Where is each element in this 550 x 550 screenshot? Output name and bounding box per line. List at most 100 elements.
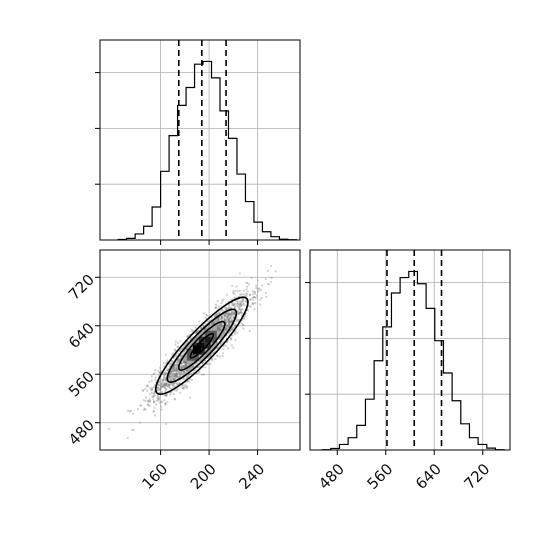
scatter-point <box>217 318 220 322</box>
scatter-point <box>171 366 175 370</box>
scatter-point <box>173 378 176 381</box>
scatter-point <box>216 312 219 315</box>
scatter-point <box>230 338 233 341</box>
scatter-point <box>221 299 224 302</box>
scatter-point <box>207 356 210 359</box>
scatter-point <box>172 382 175 385</box>
density-cell <box>186 342 193 349</box>
scatter-point <box>150 375 153 378</box>
scatter-point <box>163 383 166 386</box>
scatter-point <box>219 343 222 346</box>
scatter-point <box>167 385 170 388</box>
scatter-point <box>236 304 239 308</box>
scatter-point <box>180 366 184 369</box>
scatter-point <box>232 315 236 319</box>
scatter-point <box>198 370 201 373</box>
hist1-grid <box>310 250 510 450</box>
scatter-point <box>164 378 167 381</box>
scatter-point <box>220 317 223 320</box>
scatter-point <box>224 344 228 347</box>
scatter-point <box>148 404 151 407</box>
scatter-point <box>174 343 177 346</box>
scatter-point <box>252 302 255 305</box>
scatter-point <box>177 360 180 363</box>
hist0-frame <box>99 39 301 241</box>
scatter-point <box>240 304 243 307</box>
scatter-point <box>204 366 207 369</box>
scatter-point <box>204 328 207 331</box>
scatter-point <box>176 388 179 391</box>
scatter-point <box>179 339 182 343</box>
scatter-point <box>225 306 228 309</box>
scatter-point <box>186 370 189 373</box>
scatter-point <box>243 304 246 307</box>
scatter-point <box>227 323 231 326</box>
scatter-point <box>224 329 228 332</box>
scatter-point <box>174 364 177 367</box>
scatter-point <box>172 365 175 368</box>
scatter-point <box>223 318 226 322</box>
scatter-point <box>160 385 164 388</box>
scatter-point <box>172 378 175 381</box>
scatter-point <box>194 332 198 335</box>
scatter-point <box>241 308 244 311</box>
scatter-point <box>204 327 208 330</box>
scatter-point <box>239 311 242 314</box>
scatter-point <box>178 375 181 379</box>
scatter-point <box>220 328 223 331</box>
scatter-point <box>158 367 162 370</box>
scatter-point <box>152 395 155 398</box>
scatter-point <box>190 329 193 332</box>
scatter-point <box>165 422 168 425</box>
scatter-point <box>181 387 184 390</box>
scatter-point <box>216 328 219 331</box>
scatter-point <box>227 323 230 326</box>
scatter-point <box>245 288 248 291</box>
scatter-point <box>214 306 217 309</box>
density-cell <box>204 348 211 355</box>
scatter-point <box>164 383 167 386</box>
scatter-point <box>207 363 210 366</box>
scatter-point <box>146 403 150 406</box>
scatter-point <box>148 398 151 401</box>
scatter-point <box>220 315 223 318</box>
scatter-point <box>177 359 180 362</box>
scatter-point <box>161 382 164 386</box>
density-cell <box>210 342 217 349</box>
scatter-point <box>170 375 173 378</box>
scatter-point <box>220 322 223 325</box>
scatter-point <box>228 319 231 322</box>
scatter-point <box>168 386 171 389</box>
scatter-point <box>240 322 243 325</box>
scatter-point <box>229 320 232 323</box>
scatter-point <box>162 382 166 385</box>
scatter-point <box>264 277 267 281</box>
scatter-point <box>219 328 223 331</box>
scatter-point <box>231 284 234 288</box>
scatter-point <box>180 385 183 389</box>
scatter-point <box>173 373 176 376</box>
scatter-point <box>182 365 185 368</box>
scatter-point <box>165 382 168 385</box>
scatter-point <box>162 372 165 375</box>
scatter-point <box>217 328 220 332</box>
scatter-point <box>224 327 227 330</box>
scatter-point <box>146 384 149 387</box>
scatter-point <box>238 311 241 315</box>
scatter-point <box>183 360 187 363</box>
scatter-point <box>227 313 230 317</box>
scatter-point <box>170 391 173 394</box>
scatter-point <box>176 370 179 373</box>
scatter-point <box>182 370 185 373</box>
scatter-point <box>183 360 186 363</box>
scatter-point <box>175 369 178 372</box>
scatter-point <box>228 321 232 324</box>
scatter-point <box>175 366 178 369</box>
scatter-point <box>172 372 175 376</box>
scatter-point <box>186 369 189 372</box>
scatter-point <box>209 354 212 357</box>
scatter-point <box>184 360 187 363</box>
scatter-point <box>218 325 221 329</box>
scatter-point <box>152 392 156 395</box>
scatter-point <box>141 388 144 391</box>
